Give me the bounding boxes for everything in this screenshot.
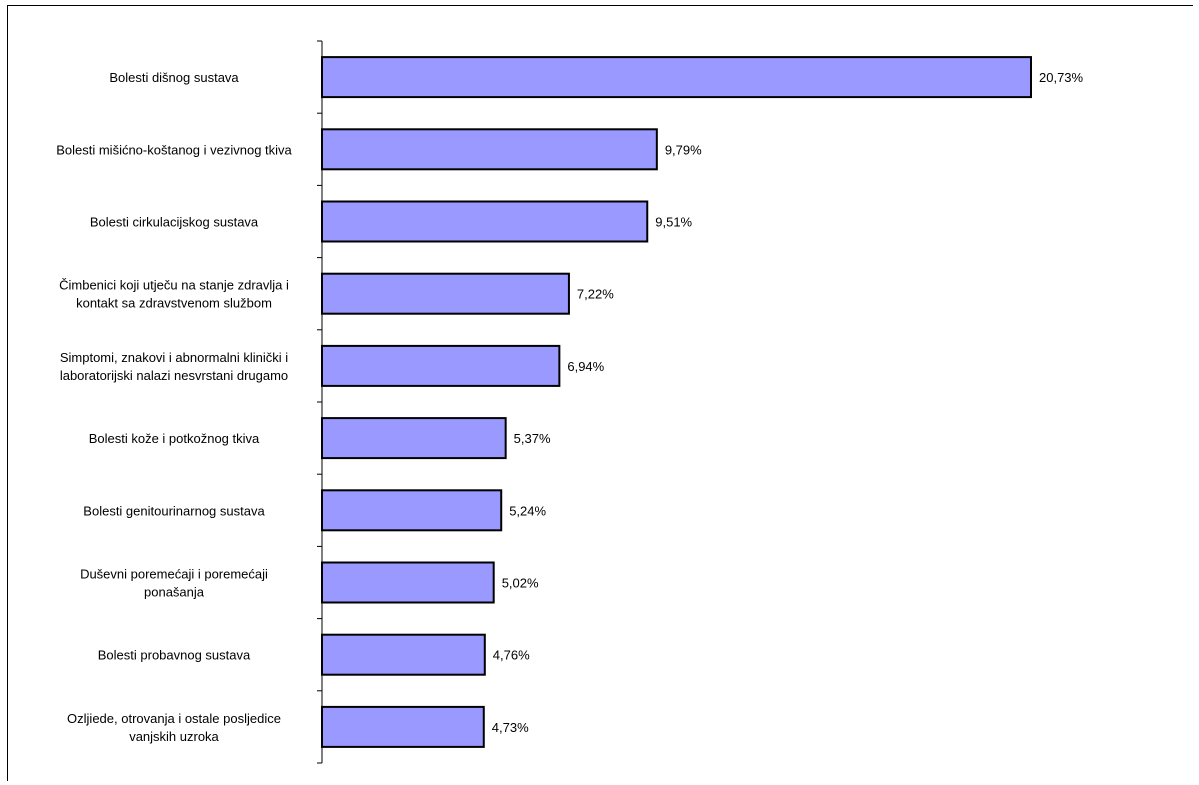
bar bbox=[321, 633, 486, 676]
category-label: Bolesti probavnog sustava bbox=[98, 648, 251, 663]
value-label: 5,02% bbox=[502, 576, 539, 591]
value-label: 9,79% bbox=[665, 142, 702, 157]
bar bbox=[321, 56, 1032, 99]
bars bbox=[321, 56, 1032, 748]
value-label: 5,37% bbox=[514, 431, 551, 446]
value-label: 4,73% bbox=[492, 720, 529, 735]
category-label: Bolesti dišnog sustava bbox=[109, 70, 239, 85]
value-label: 7,22% bbox=[577, 287, 614, 302]
category-label: Bolesti cirkulacijskog sustava bbox=[90, 215, 259, 230]
category-label: Bolesti genitourinarnog sustava bbox=[83, 503, 265, 518]
bar bbox=[321, 705, 485, 748]
category-label: Čimbenici koji utječu na stanje zdravlja… bbox=[59, 278, 289, 311]
bar bbox=[321, 272, 570, 315]
y-axis-ticks bbox=[317, 40, 322, 764]
bar bbox=[321, 417, 507, 460]
value-label: 6,94% bbox=[567, 359, 604, 374]
value-label: 20,73% bbox=[1039, 70, 1084, 85]
bar bbox=[321, 200, 649, 243]
category-label: Simptomi, znakovi i abnormalni klinički … bbox=[60, 350, 288, 383]
bar bbox=[321, 344, 561, 387]
category-label: Bolesti kože i potkožnog tkiva bbox=[89, 431, 260, 446]
bar bbox=[321, 128, 658, 171]
value-label: 4,76% bbox=[493, 648, 530, 663]
category-label: Bolesti mišićno-koštanog i vezivnog tkiv… bbox=[56, 142, 292, 157]
value-label: 5,24% bbox=[509, 503, 546, 518]
bar bbox=[321, 489, 503, 532]
category-label: Duševni poremećaji i poremećaji ponašanja bbox=[80, 567, 268, 600]
bar bbox=[321, 561, 495, 604]
value-labels: 20,73% 9,79% 9,51% 7,22% 6,94% 5,37% 5,24% 5,02… bbox=[492, 70, 1084, 735]
category-labels: Bolesti dišnog sustava Bolesti mišićno-ko… bbox=[56, 70, 292, 744]
value-label: 9,51% bbox=[655, 215, 692, 230]
category-label: Ozljiede, otrovanja i ostale posljedice v… bbox=[67, 711, 281, 744]
